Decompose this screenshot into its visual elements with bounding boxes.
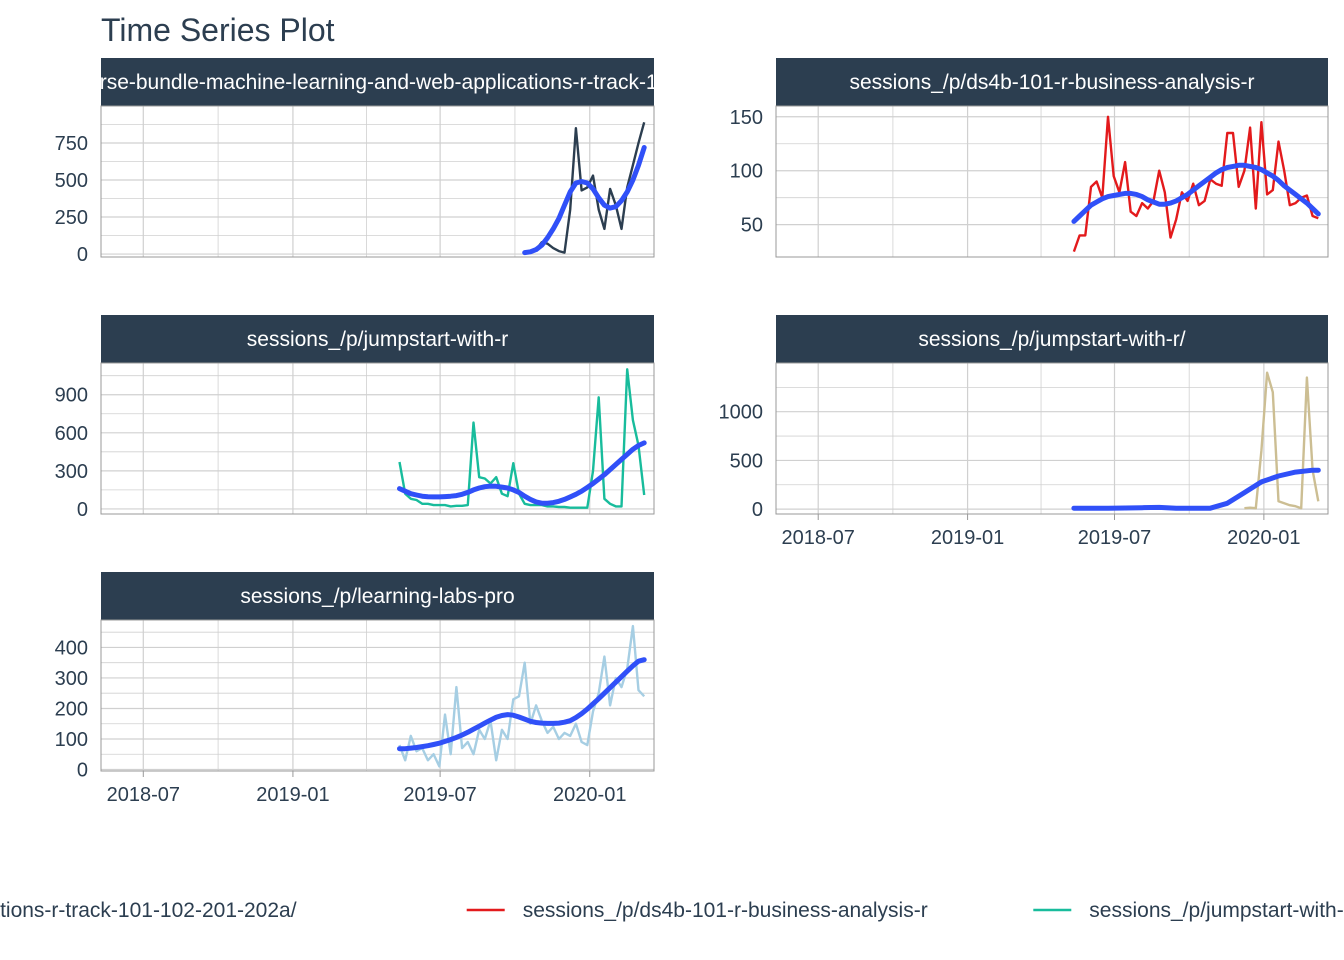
panel-strip-label: sessions_/p/4-course-bundle-machine-lear…	[0, 71, 825, 94]
panels: sessions_/p/4-course-bundle-machine-lear…	[0, 58, 1329, 806]
series-line	[398, 624, 646, 768]
legend-item: sessions_/p/jumpstart-with-r	[1033, 899, 1344, 922]
panel-2: sessions_/p/ds4b-101-r-business-analysis…	[730, 58, 1329, 258]
legend-label: sessions_/p/4-course-bundle-machine-lear…	[0, 899, 297, 922]
x-tick-label: 2018-07	[107, 784, 180, 806]
series-line	[524, 121, 646, 254]
x-tick-label: 2020-01	[1227, 527, 1300, 549]
chart-title: Time Series Plot	[101, 12, 335, 48]
smooth-trend-line	[1071, 162, 1321, 224]
y-tick-label: 400	[55, 637, 88, 659]
panel-1: sessions_/p/4-course-bundle-machine-lear…	[0, 58, 825, 266]
panel-strip	[776, 58, 1328, 106]
x-tick-label: 2019-07	[1078, 527, 1151, 549]
panel-strip-label: sessions_/p/jumpstart-with-r	[247, 328, 508, 351]
y-tick-label: 500	[730, 450, 763, 472]
panel-strip-label: sessions_/p/jumpstart-with-r/	[918, 328, 1185, 351]
y-tick-label: 50	[741, 215, 763, 237]
panel-strip	[101, 572, 654, 620]
y-tick-label: 150	[730, 107, 763, 129]
legend: sessions_/p/4-course-bundle-machine-lear…	[0, 899, 1344, 922]
panel-strip-label: sessions_/p/learning-labs-pro	[240, 585, 514, 608]
series-line	[1072, 115, 1319, 252]
series-line	[1244, 371, 1320, 510]
panel-strip	[776, 315, 1328, 363]
y-tick-label: 750	[55, 133, 88, 155]
y-tick-label: 0	[77, 244, 88, 266]
y-tick-label: 600	[55, 423, 88, 445]
y-tick-label: 900	[55, 385, 88, 407]
x-tick-label: 2018-07	[782, 527, 855, 549]
x-tick-label: 2019-01	[256, 784, 329, 806]
y-tick-label: 0	[77, 759, 88, 781]
smooth-trend-line	[397, 657, 647, 752]
series-line	[398, 368, 646, 509]
smooth-trend-line	[1071, 467, 1321, 511]
panel-strip	[101, 58, 654, 106]
y-tick-label: 250	[55, 207, 88, 229]
smooth-trend-line	[397, 440, 647, 506]
y-tick-label: 0	[752, 499, 763, 521]
y-tick-label: 200	[55, 698, 88, 720]
y-tick-label: 1000	[719, 402, 764, 424]
panel-border	[100, 619, 655, 772]
panel-border	[775, 362, 1329, 515]
legend-label: sessions_/p/jumpstart-with-r	[1089, 899, 1344, 922]
y-tick-label: 300	[55, 461, 88, 483]
smooth-trend-line	[522, 145, 647, 256]
x-tick-label: 2020-01	[553, 784, 626, 806]
panel-4: sessions_/p/jumpstart-with-r/0 500 1000 201…	[719, 315, 1329, 549]
panel-border	[100, 362, 655, 515]
panel-strip-label: sessions_/p/ds4b-101-r-business-analysis…	[849, 71, 1254, 94]
y-tick-label: 500	[55, 170, 88, 192]
y-tick-label: 0	[77, 499, 88, 521]
x-tick-label: 2019-01	[931, 527, 1004, 549]
y-tick-label: 100	[55, 729, 88, 751]
legend-item: sessions_/p/ds4b-101-r-business-analysis…	[466, 899, 928, 922]
x-tick-label: 2019-07	[403, 784, 476, 806]
panel-border	[775, 105, 1329, 258]
y-tick-label: 300	[55, 668, 88, 690]
panel-border	[100, 105, 655, 258]
panel-5: sessions_/p/learning-labs-pro 0 100 200 300 4…	[55, 572, 655, 806]
legend-label: sessions_/p/ds4b-101-r-business-analysis…	[523, 899, 928, 922]
panel-3: sessions_/p/jumpstart-with-r 0 300 600 900	[55, 315, 655, 521]
legend-item: sessions_/p/4-course-bundle-machine-lear…	[0, 899, 297, 922]
y-tick-label: 100	[730, 161, 763, 183]
panel-strip	[101, 315, 654, 363]
